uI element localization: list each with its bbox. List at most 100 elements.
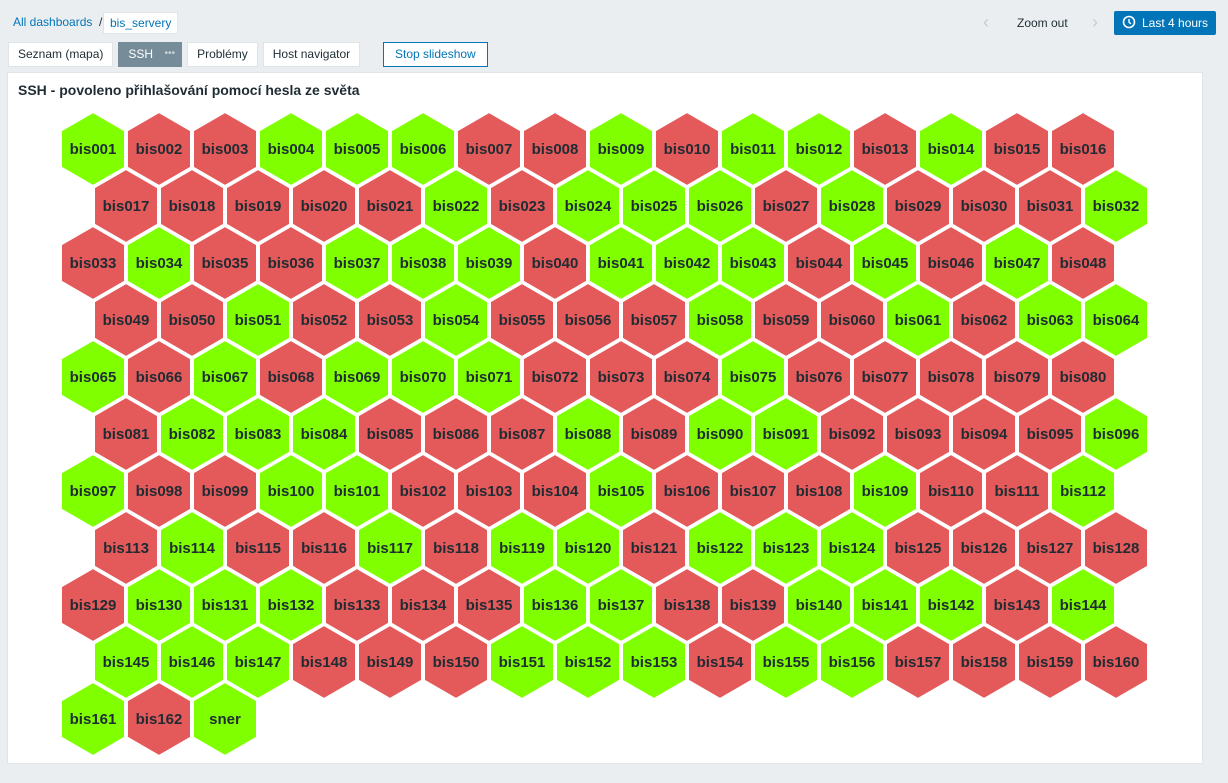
host-cell[interactable]: bis136 [522, 567, 588, 643]
host-cell[interactable]: bis161 [60, 681, 126, 757]
tab[interactable]: Seznam (mapa) [8, 42, 114, 67]
host-cell[interactable]: bis078 [918, 339, 984, 415]
host-cell[interactable]: bis019 [225, 168, 291, 244]
host-cell[interactable]: bis073 [588, 339, 654, 415]
tab[interactable]: Host navigator [262, 42, 361, 67]
host-cell[interactable]: bis090 [687, 396, 753, 472]
host-cell[interactable]: bis101 [324, 453, 390, 529]
host-cell[interactable]: bis126 [951, 510, 1017, 586]
host-cell[interactable]: bis065 [60, 339, 126, 415]
host-cell[interactable]: bis089 [621, 396, 687, 472]
host-cell[interactable]: bis071 [456, 339, 522, 415]
host-cell[interactable]: bis049 [93, 282, 159, 358]
breadcrumb-link[interactable]: All dashboards [13, 15, 93, 29]
host-cell[interactable]: bis057 [621, 282, 687, 358]
host-cell[interactable]: bis051 [225, 282, 291, 358]
host-cell[interactable]: bis084 [291, 396, 357, 472]
host-cell[interactable]: bis045 [852, 225, 918, 301]
host-cell[interactable]: bis162 [126, 681, 192, 757]
host-cell[interactable]: bis131 [192, 567, 258, 643]
host-cell[interactable]: bis095 [1017, 396, 1083, 472]
host-cell[interactable]: bis155 [753, 624, 819, 700]
host-cell[interactable]: bis076 [786, 339, 852, 415]
host-cell[interactable]: bis094 [951, 396, 1017, 472]
host-cell[interactable]: bis067 [192, 339, 258, 415]
host-cell[interactable]: bis041 [588, 225, 654, 301]
breadcrumb-current[interactable]: bis_servery [103, 12, 179, 34]
host-cell[interactable]: bis142 [918, 567, 984, 643]
host-cell[interactable]: bis046 [918, 225, 984, 301]
host-cell[interactable]: sner [192, 681, 258, 757]
host-cell[interactable]: bis006 [390, 111, 456, 187]
host-cell[interactable]: bis039 [456, 225, 522, 301]
host-cell[interactable]: bis074 [654, 339, 720, 415]
host-cell[interactable]: bis128 [1083, 510, 1149, 586]
host-cell[interactable]: bis107 [720, 453, 786, 529]
host-cell[interactable]: bis096 [1083, 396, 1149, 472]
host-cell[interactable]: bis085 [357, 396, 423, 472]
host-cell[interactable]: bis008 [522, 111, 588, 187]
host-cell[interactable]: bis119 [489, 510, 555, 586]
host-cell[interactable]: bis141 [852, 567, 918, 643]
host-cell[interactable]: bis036 [258, 225, 324, 301]
host-cell[interactable]: bis054 [423, 282, 489, 358]
host-cell[interactable]: bis007 [456, 111, 522, 187]
host-cell[interactable]: bis034 [126, 225, 192, 301]
host-cell[interactable]: bis098 [126, 453, 192, 529]
zoom-out-button[interactable]: Zoom out [1017, 16, 1068, 30]
host-cell[interactable]: bis062 [951, 282, 1017, 358]
tab[interactable]: SSH [118, 42, 183, 67]
host-cell[interactable]: bis005 [324, 111, 390, 187]
host-cell[interactable]: bis040 [522, 225, 588, 301]
host-cell[interactable]: bis025 [621, 168, 687, 244]
host-cell[interactable]: bis070 [390, 339, 456, 415]
host-cell[interactable]: bis069 [324, 339, 390, 415]
host-cell[interactable]: bis055 [489, 282, 555, 358]
host-cell[interactable]: bis156 [819, 624, 885, 700]
host-cell[interactable]: bis100 [258, 453, 324, 529]
host-cell[interactable]: bis021 [357, 168, 423, 244]
host-cell[interactable]: bis130 [126, 567, 192, 643]
host-cell[interactable]: bis102 [390, 453, 456, 529]
host-cell[interactable]: bis133 [324, 567, 390, 643]
host-cell[interactable]: bis144 [1050, 567, 1116, 643]
host-cell[interactable]: bis116 [291, 510, 357, 586]
host-cell[interactable]: bis143 [984, 567, 1050, 643]
host-cell[interactable]: bis014 [918, 111, 984, 187]
host-cell[interactable]: bis160 [1083, 624, 1149, 700]
host-cell[interactable]: bis122 [687, 510, 753, 586]
host-cell[interactable]: bis080 [1050, 339, 1116, 415]
host-cell[interactable]: bis117 [357, 510, 423, 586]
host-cell[interactable]: bis053 [357, 282, 423, 358]
stop-slideshow-button[interactable]: Stop slideshow [383, 42, 488, 67]
host-cell[interactable]: bis104 [522, 453, 588, 529]
host-cell[interactable]: bis081 [93, 396, 159, 472]
host-cell[interactable]: bis088 [555, 396, 621, 472]
host-cell[interactable]: bis061 [885, 282, 951, 358]
host-cell[interactable]: bis033 [60, 225, 126, 301]
host-cell[interactable]: bis129 [60, 567, 126, 643]
host-cell[interactable]: bis147 [225, 624, 291, 700]
host-cell[interactable]: bis017 [93, 168, 159, 244]
host-cell[interactable]: bis150 [423, 624, 489, 700]
host-cell[interactable]: bis048 [1050, 225, 1116, 301]
host-cell[interactable]: bis140 [786, 567, 852, 643]
host-cell[interactable]: bis031 [1017, 168, 1083, 244]
host-cell[interactable]: bis158 [951, 624, 1017, 700]
host-cell[interactable]: bis159 [1017, 624, 1083, 700]
host-cell[interactable]: bis037 [324, 225, 390, 301]
host-cell[interactable]: bis015 [984, 111, 1050, 187]
host-cell[interactable]: bis002 [126, 111, 192, 187]
host-cell[interactable]: bis125 [885, 510, 951, 586]
host-cell[interactable]: bis012 [786, 111, 852, 187]
host-cell[interactable]: bis001 [60, 111, 126, 187]
host-cell[interactable]: bis004 [258, 111, 324, 187]
host-cell[interactable]: bis024 [555, 168, 621, 244]
host-cell[interactable]: bis030 [951, 168, 1017, 244]
host-cell[interactable]: bis028 [819, 168, 885, 244]
host-cell[interactable]: bis106 [654, 453, 720, 529]
host-cell[interactable]: bis026 [687, 168, 753, 244]
host-cell[interactable]: bis149 [357, 624, 423, 700]
host-cell[interactable]: bis013 [852, 111, 918, 187]
host-cell[interactable]: bis066 [126, 339, 192, 415]
